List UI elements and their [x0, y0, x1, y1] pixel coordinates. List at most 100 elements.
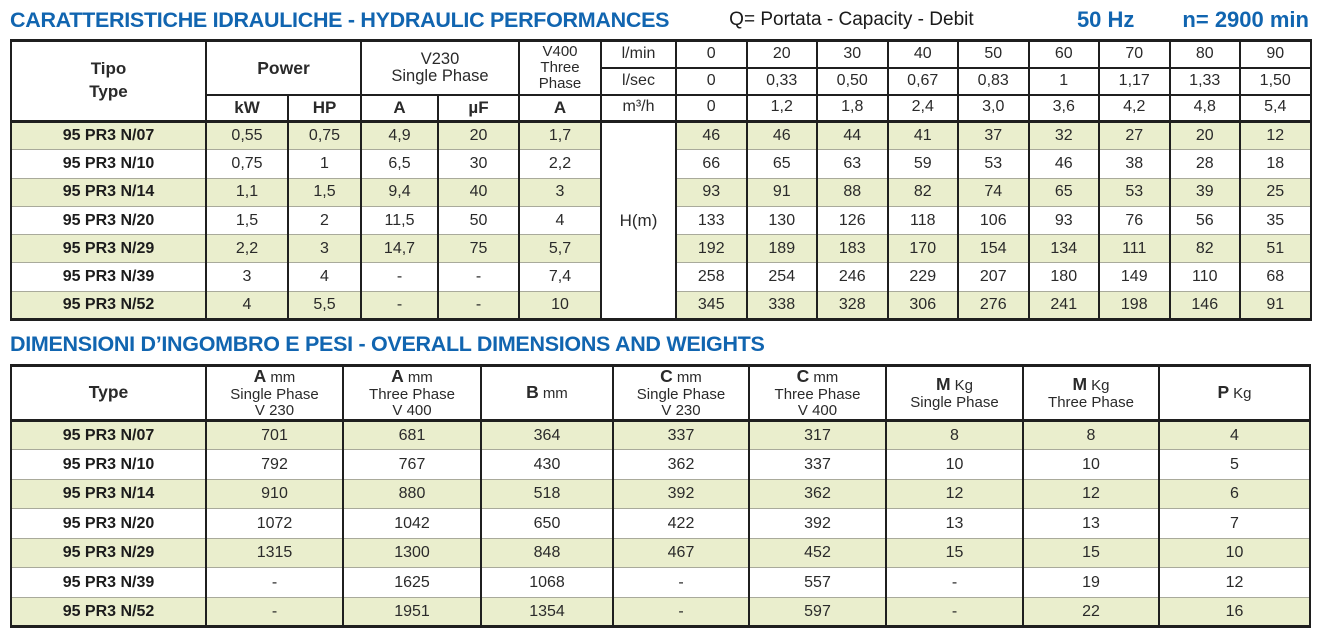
head-value: 189: [745, 234, 818, 264]
head-value: 39: [1168, 178, 1241, 207]
power-hp-value: 1: [287, 149, 362, 179]
hydraulic-section-header: CARATTERISTICHE IDRAULICHE - HYDRAULIC P…: [10, 3, 1309, 37]
dim-col-header-p: P Kg: [1158, 364, 1311, 422]
head-value: 91: [1239, 291, 1312, 321]
head-value: 20: [1168, 121, 1241, 151]
col-header-hp: HP: [287, 93, 362, 123]
unit-label-lsec: l/sec: [600, 66, 677, 96]
head-value: 338: [745, 291, 818, 321]
v230-amps-value: 6,5: [360, 149, 439, 179]
head-value: 88: [816, 178, 889, 207]
a-single-value: 1072: [205, 508, 344, 539]
c-single-value: 337: [612, 420, 750, 451]
a-three-value: 681: [342, 420, 482, 451]
m-single-value: 13: [885, 508, 1024, 539]
col-header-v230-single-phase: V230 Single Phase: [360, 39, 520, 96]
head-value: 306: [886, 291, 959, 321]
m-single-value: 10: [885, 449, 1024, 480]
v230-amps-value: -: [360, 262, 439, 292]
b-value: 364: [480, 420, 614, 451]
power-hp-value: 4: [287, 262, 362, 292]
head-value: 198: [1098, 291, 1171, 321]
m-three-value: 19: [1022, 567, 1160, 598]
flow-m3h-value: 4,8: [1168, 93, 1241, 123]
pump-type: 95 PR3 N/10: [10, 449, 207, 480]
flow-lmin-value: 30: [816, 39, 889, 69]
a-single-value: 1315: [205, 538, 344, 569]
power-hp-value: 1,5: [287, 178, 362, 207]
flow-lmin-value: 0: [675, 39, 748, 69]
head-value: 27: [1098, 121, 1171, 151]
power-kw-value: 2,2: [205, 234, 289, 264]
v400-amps-value: 7,4: [518, 262, 602, 292]
flow-lmin-value: 90: [1239, 39, 1312, 69]
flow-lmin-value: 80: [1168, 39, 1241, 69]
head-value: 18: [1239, 149, 1312, 179]
v230-amps-value: 4,9: [360, 121, 439, 151]
dim-header-letter: Type: [88, 382, 129, 403]
head-value: 65: [745, 149, 818, 179]
dim-col-header-m-three: M Kg Three Phase: [1022, 364, 1160, 422]
v230-amps-value: 11,5: [360, 206, 439, 236]
power-kw-value: 4: [205, 291, 289, 321]
head-value: 110: [1168, 262, 1241, 292]
power-kw-value: 1,1: [205, 178, 289, 207]
m-three-value: 8: [1022, 420, 1160, 451]
pump-type: 95 PR3 N/10: [10, 149, 207, 179]
head-value: 130: [745, 206, 818, 236]
head-value: 65: [1027, 178, 1100, 207]
head-value: 149: [1098, 262, 1171, 292]
tipo-label-it: Tipo: [90, 59, 127, 79]
b-value: 848: [480, 538, 614, 569]
v400-amps-value: 1,7: [518, 121, 602, 151]
a-single-value: 701: [205, 420, 344, 451]
v230-uf-value: 20: [437, 121, 520, 151]
head-value: 53: [1098, 178, 1171, 207]
head-value: 345: [675, 291, 748, 321]
flow-lmin-value: 70: [1098, 39, 1171, 69]
flow-m3h-value: 1,2: [745, 93, 818, 123]
col-header-v230-uf: µF: [437, 93, 520, 123]
b-value: 430: [480, 449, 614, 480]
head-value: 51: [1239, 234, 1312, 264]
col-header-tipo-type: Tipo Type: [10, 39, 207, 123]
head-value: 170: [886, 234, 959, 264]
flow-m3h-value: 2,4: [886, 93, 959, 123]
head-meters-label: H(m): [600, 121, 677, 321]
power-kw-value: 0,75: [205, 149, 289, 179]
header-row-m3h: kW HP A µF A m³/h 0 1,2 1,8 2,4 3,0 3,6 4,2 4,8…: [11, 93, 1312, 123]
dim-col-header-type: Type: [10, 364, 207, 422]
flow-lmin-value: 20: [745, 39, 818, 69]
head-value: 276: [957, 291, 1030, 321]
col-header-v230-amps: A: [360, 93, 439, 123]
v230-amps-value: 9,4: [360, 178, 439, 207]
head-value: 53: [957, 149, 1030, 179]
c-three-value: 362: [748, 479, 887, 510]
pump-type: 95 PR3 N/29: [10, 234, 207, 264]
head-value: 254: [745, 262, 818, 292]
v230-amps-value: 14,7: [360, 234, 439, 264]
p-value: 5: [1158, 449, 1311, 480]
head-value: 146: [1168, 291, 1241, 321]
head-value: 37: [957, 121, 1030, 151]
head-value: 82: [886, 178, 959, 207]
flow-legend: Q= Portata - Capacity - Debit: [729, 9, 974, 30]
a-single-value: 792: [205, 449, 344, 480]
head-value: 76: [1098, 206, 1171, 236]
flow-lmin-value: 50: [957, 39, 1030, 69]
v400-amps-value: 10: [518, 291, 602, 321]
a-three-value: 880: [342, 479, 482, 510]
hydraulic-row: 95 PR3 N/10 0,75 1 6,5 30 2,2 66 65 63 59 53 46 38 28…: [10, 149, 1312, 179]
hydraulic-row: 95 PR3 N/20 1,5 2 11,5 50 4 133 130 126 118 106 93 7…: [10, 206, 1312, 236]
v400-amps-value: 2,2: [518, 149, 602, 179]
head-value: 229: [886, 262, 959, 292]
col-header-v400-amps: A: [518, 93, 602, 123]
header-row-lmin: Tipo Type Power V230 Single Phase V400 T…: [10, 39, 1312, 123]
m-single-value: 12: [885, 479, 1024, 510]
head-value: 32: [1027, 121, 1100, 151]
